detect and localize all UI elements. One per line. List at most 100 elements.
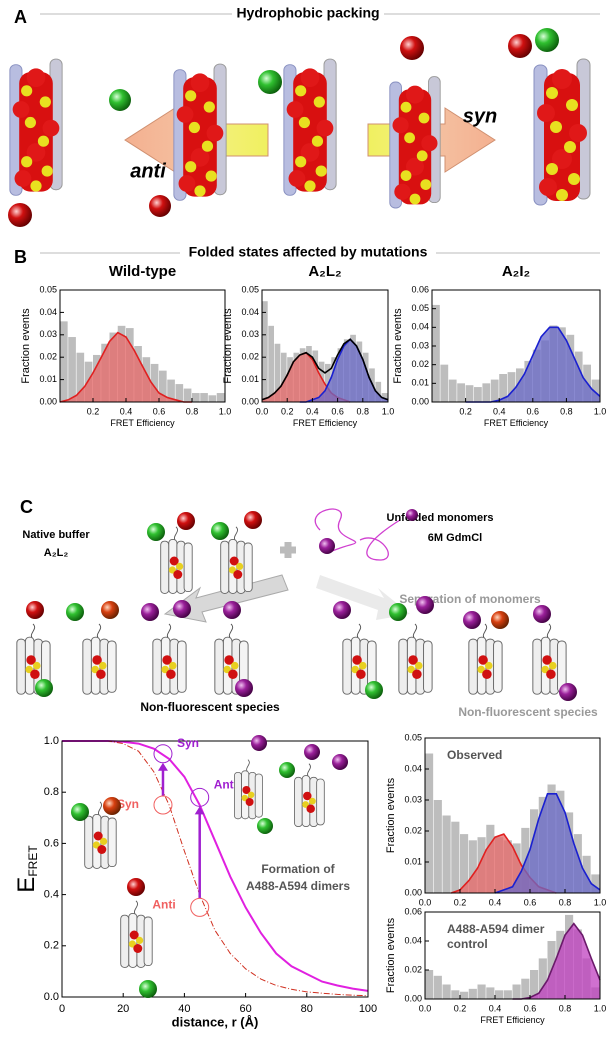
protein [160, 526, 193, 594]
point-label: Syn [117, 797, 139, 811]
donor-sphere [258, 70, 282, 94]
x-tick-label: 0.4 [493, 406, 506, 416]
x-axis-label: FRET Efficiency [480, 1015, 545, 1025]
x-tick-label: 1.0 [382, 406, 395, 416]
y-tick-label: 0.04 [241, 307, 259, 317]
annotation: control [447, 937, 488, 951]
acceptor-sphere [400, 36, 424, 60]
x-tick-label: 100 [359, 1003, 377, 1015]
bar [208, 395, 217, 402]
sphere [533, 605, 551, 623]
bar [262, 301, 268, 402]
panel-label: C [20, 497, 33, 517]
bar [451, 990, 460, 999]
y-tick-label: 0.00 [404, 993, 422, 1003]
y-axis-label: Fraction events [385, 777, 397, 853]
x-tick-label: 0.2 [87, 406, 100, 416]
sphere [319, 538, 335, 554]
sphere [559, 683, 577, 701]
bar [495, 990, 504, 999]
x-tick-label: 0.4 [306, 406, 319, 416]
acceptor-sphere [8, 203, 32, 227]
fit-curve [59, 331, 192, 403]
bar [76, 352, 85, 402]
x-tick-label: 80 [301, 1003, 313, 1015]
y-tick-label: 0.06 [404, 906, 422, 916]
bar [200, 393, 208, 402]
fit-curve [261, 338, 389, 401]
bar [486, 987, 495, 999]
x-tick-label: 0.4 [120, 406, 133, 416]
bar [503, 990, 512, 999]
acceptor-sphere [177, 512, 195, 530]
x-tick-label: 0.6 [524, 1003, 537, 1013]
line [62, 740, 369, 997]
bar [60, 321, 68, 402]
x-tick-label: 0 [59, 1003, 65, 1015]
arrow [163, 574, 289, 623]
x-tick-label: 0.6 [527, 406, 540, 416]
fit-area [60, 332, 192, 402]
point [153, 795, 173, 815]
y-tick-label: 0.05 [39, 284, 57, 294]
sphere [139, 980, 157, 998]
annotation: A488-A594 dimer [447, 922, 545, 936]
y-tick-label: 0.02 [404, 964, 422, 974]
label: Non-fluorescent species [140, 700, 280, 714]
x-tick-label: 0.0 [419, 1003, 432, 1013]
x-tick-label: 0.4 [489, 1003, 502, 1013]
y-tick-label: 0.0 [44, 991, 59, 1003]
bar [381, 393, 388, 402]
y-tick-label: 0.00 [411, 396, 429, 406]
y-tick-label: 0.8 [44, 786, 59, 798]
x-axis-label: FRET Efficiency [293, 418, 358, 428]
y-tick-label: 0.03 [39, 329, 57, 339]
charts: 0.000.010.020.030.040.050.2 0.4 0.6 0.8 1.0F… [13, 263, 606, 1030]
fit-area [299, 339, 388, 402]
x-axis-label: FRET Efficiency [110, 418, 175, 428]
fit-curve [494, 793, 601, 894]
y-tick-label: 0.02 [411, 359, 429, 369]
y-axis-label-sub: FRET [26, 845, 40, 877]
chart-title: A₂I₂ [502, 263, 530, 280]
sphere [257, 818, 273, 834]
point [153, 744, 173, 764]
protein [120, 900, 153, 968]
plot-frame [424, 737, 601, 894]
acceptor-sphere [508, 34, 532, 58]
x-tick-label: 0.6 [524, 897, 537, 907]
x-tick-label: 0.6 [331, 406, 344, 416]
sphere [416, 596, 434, 614]
sphere [406, 509, 418, 521]
arrow-head [194, 806, 205, 815]
bar [183, 388, 192, 402]
bar [530, 970, 539, 999]
bar [442, 815, 451, 893]
y-tick-label: 1.0 [44, 735, 59, 747]
bar [507, 372, 516, 402]
bar [268, 325, 274, 402]
protein [398, 623, 433, 695]
bar [175, 384, 184, 402]
y-axis-label: Fraction events [385, 917, 397, 993]
bar [591, 874, 600, 893]
panel-label: A [14, 7, 27, 27]
y-axis-label: Fraction events [392, 308, 404, 384]
bar [538, 958, 547, 999]
bar [167, 379, 175, 402]
bar [521, 978, 530, 999]
anti-label: anti [130, 160, 166, 182]
x-tick-label: 20 [117, 1003, 129, 1015]
y-axis-label-main: E [13, 877, 40, 893]
y-tick-label: 0.05 [404, 732, 422, 742]
bar [150, 363, 159, 402]
label: Native buffer [22, 529, 90, 541]
sphere [304, 744, 320, 760]
bar [375, 381, 382, 402]
protein [389, 76, 441, 209]
y-tick-label: 0.03 [404, 794, 422, 804]
sphere [141, 603, 159, 621]
sphere [332, 754, 348, 770]
